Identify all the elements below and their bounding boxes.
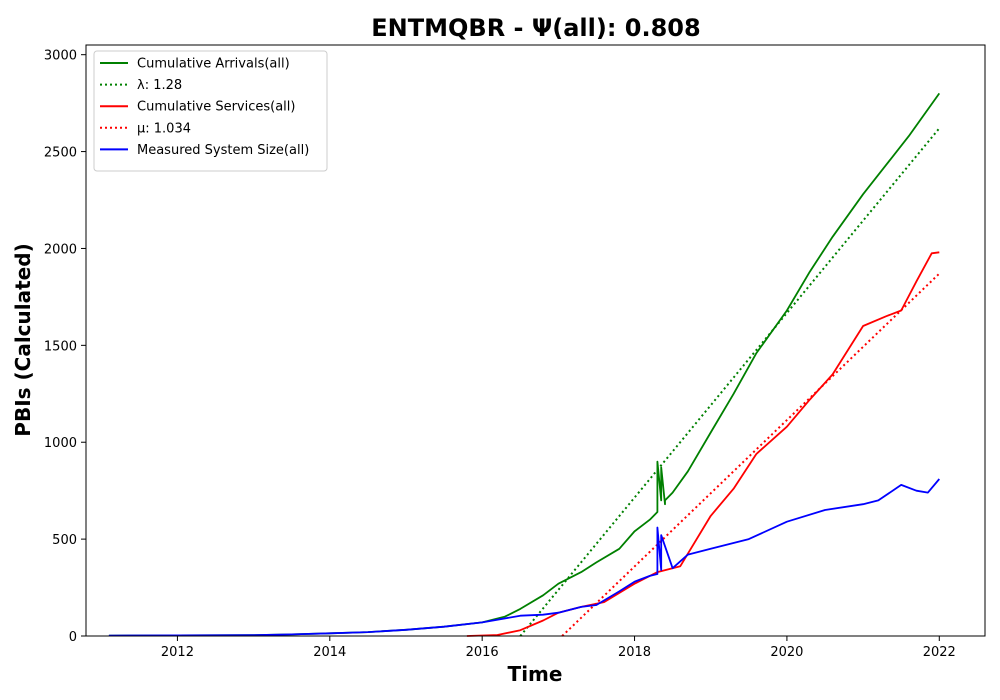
x-tick-label: 2020	[770, 645, 803, 660]
y-tick-label: 3000	[44, 49, 77, 64]
y-axis-title: PBIs (Calculated)	[11, 243, 35, 436]
legend-box	[93, 50, 328, 172]
x-tick-label: 2014	[313, 645, 346, 660]
legend: Cumulative Arrivals(all) λ: 1.28 Cumulativ…	[93, 50, 328, 172]
x-tick-label: 2018	[618, 645, 651, 660]
series-line-0	[108, 92, 941, 637]
y-tick-label: 0	[69, 630, 77, 645]
y-tick-label: 1500	[44, 339, 77, 354]
x-tick-label: 2012	[161, 645, 194, 660]
series-line-4	[108, 478, 940, 637]
chart-title: ENTMQBR - Ψ(all): 0.808	[371, 14, 700, 42]
legend-label: Cumulative Arrivals(all)	[137, 57, 290, 72]
legend-label: λ: 1.28	[137, 78, 182, 93]
x-axis-title: Time	[508, 662, 563, 686]
x-tick-label: 2016	[466, 645, 499, 660]
series-line-2	[466, 251, 940, 637]
y-axis: 0 500 1000 1500 2000 2500 3000	[44, 49, 86, 645]
legend-label: μ: 1.034	[137, 121, 191, 136]
y-tick-label: 2500	[44, 146, 77, 161]
y-tick-label: 500	[52, 533, 77, 548]
legend-label: Measured System Size(all)	[137, 143, 309, 158]
plot-frame	[85, 44, 986, 637]
x-axis: 2012 2014 2016 2018 2020 2022	[161, 636, 956, 660]
legend-label: Cumulative Services(all)	[137, 100, 295, 115]
y-tick-label: 1000	[44, 436, 77, 451]
plot-area	[108, 92, 941, 637]
x-tick-label: 2022	[923, 645, 956, 660]
series-line-3	[561, 272, 940, 637]
y-tick-label: 2000	[44, 242, 77, 257]
series-line-1	[519, 127, 941, 637]
